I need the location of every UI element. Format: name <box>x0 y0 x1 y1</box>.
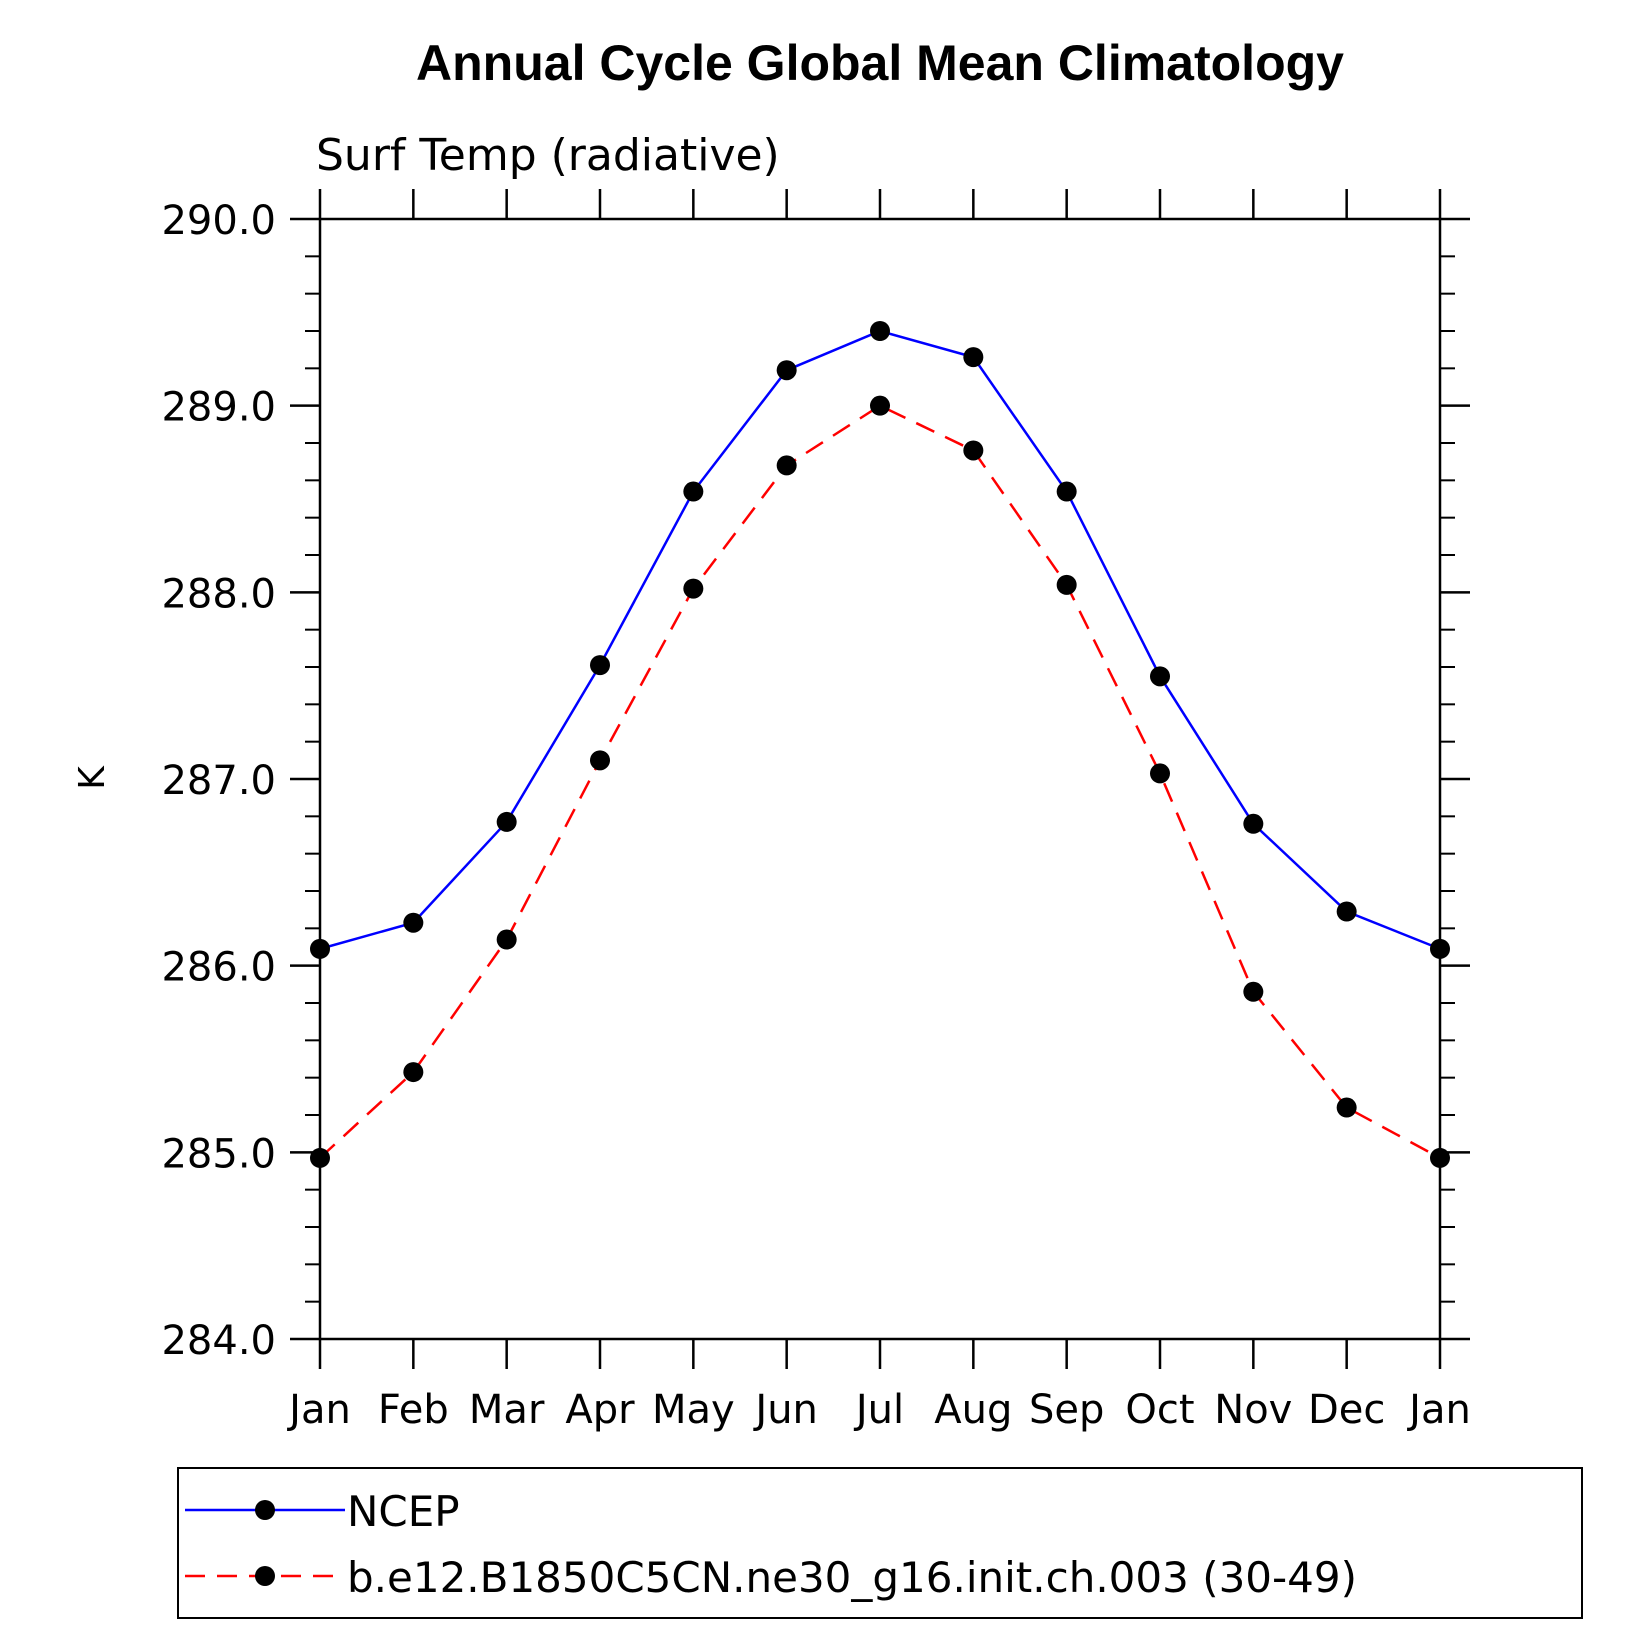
data-point-1 <box>1056 574 1077 595</box>
x-tick-label: Aug <box>934 1387 1012 1433</box>
legend-marker-ncep <box>255 1500 275 1520</box>
x-tick-label: Sep <box>1029 1387 1104 1433</box>
legend-label-ncep: NCEP <box>347 1487 460 1536</box>
x-tick-label: Oct <box>1125 1387 1194 1433</box>
y-tick-label: 284.0 <box>161 1318 276 1364</box>
data-point-1 <box>1430 1147 1450 1168</box>
data-point-1 <box>590 750 610 771</box>
y-tick-label: 290.0 <box>161 198 276 244</box>
data-point-0 <box>403 912 424 933</box>
data-point-1 <box>310 1147 330 1168</box>
y-tick-label: 288.0 <box>161 571 276 617</box>
data-point-1 <box>496 929 517 950</box>
data-point-1 <box>963 440 984 461</box>
x-tick-label: Jun <box>752 1387 818 1433</box>
data-point-1 <box>776 455 797 476</box>
x-tick-label: Jan <box>1406 1387 1471 1433</box>
x-tick-label: Jul <box>853 1387 904 1433</box>
data-point-1 <box>1336 1097 1357 1118</box>
data-point-0 <box>1150 666 1170 687</box>
x-tick-label: Feb <box>378 1387 449 1433</box>
x-tick-label: Jan <box>286 1387 351 1433</box>
x-tick-label: May <box>652 1387 735 1433</box>
legend-box <box>177 1467 1583 1619</box>
data-point-1 <box>870 395 890 416</box>
data-point-0 <box>1336 901 1357 922</box>
data-point-0 <box>1430 938 1450 959</box>
y-tick-label: 285.0 <box>161 1131 276 1177</box>
y-tick-label: 289.0 <box>161 385 276 431</box>
data-point-1 <box>683 578 704 599</box>
data-point-0 <box>1056 481 1077 502</box>
x-tick-label: Mar <box>469 1387 545 1433</box>
data-point-1 <box>1150 763 1170 784</box>
x-tick-label: Apr <box>565 1387 635 1433</box>
legend-marker-model <box>255 1566 275 1586</box>
data-point-1 <box>403 1062 424 1083</box>
data-point-0 <box>310 938 330 959</box>
data-point-0 <box>963 347 984 368</box>
data-point-0 <box>683 481 704 502</box>
legend: NCEP b.e12.B1850C5CN.ne30_g16.init.ch.00… <box>177 1467 1583 1619</box>
legend-label-model: b.e12.B1850C5CN.ne30_g16.init.ch.003 (30… <box>347 1553 1357 1602</box>
chart-title: Annual Cycle Global Mean Climatology <box>416 35 1344 91</box>
plot-area: 284.0 285.0 286.0 287.0 288.0 289.0 290.0 Jan Fe… <box>161 189 1471 1433</box>
data-point-0 <box>870 321 890 341</box>
data-point-0 <box>1243 813 1264 834</box>
data-point-1 <box>1243 981 1264 1002</box>
data-point-0 <box>496 811 517 832</box>
data-point-0 <box>776 360 797 381</box>
x-tick-label: Nov <box>1214 1387 1292 1433</box>
x-tick-label: Dec <box>1308 1387 1385 1433</box>
y-tick-label: 287.0 <box>161 758 276 804</box>
chart-subtitle: Surf Temp (radiative) <box>316 130 780 181</box>
y-tick-label: 286.0 <box>161 945 276 991</box>
series-line-0 <box>319 329 1441 951</box>
plot-frame <box>318 217 1442 1341</box>
data-point-0 <box>590 655 610 676</box>
y-axis-label: K <box>72 765 113 790</box>
series-line-1 <box>319 404 1441 1160</box>
